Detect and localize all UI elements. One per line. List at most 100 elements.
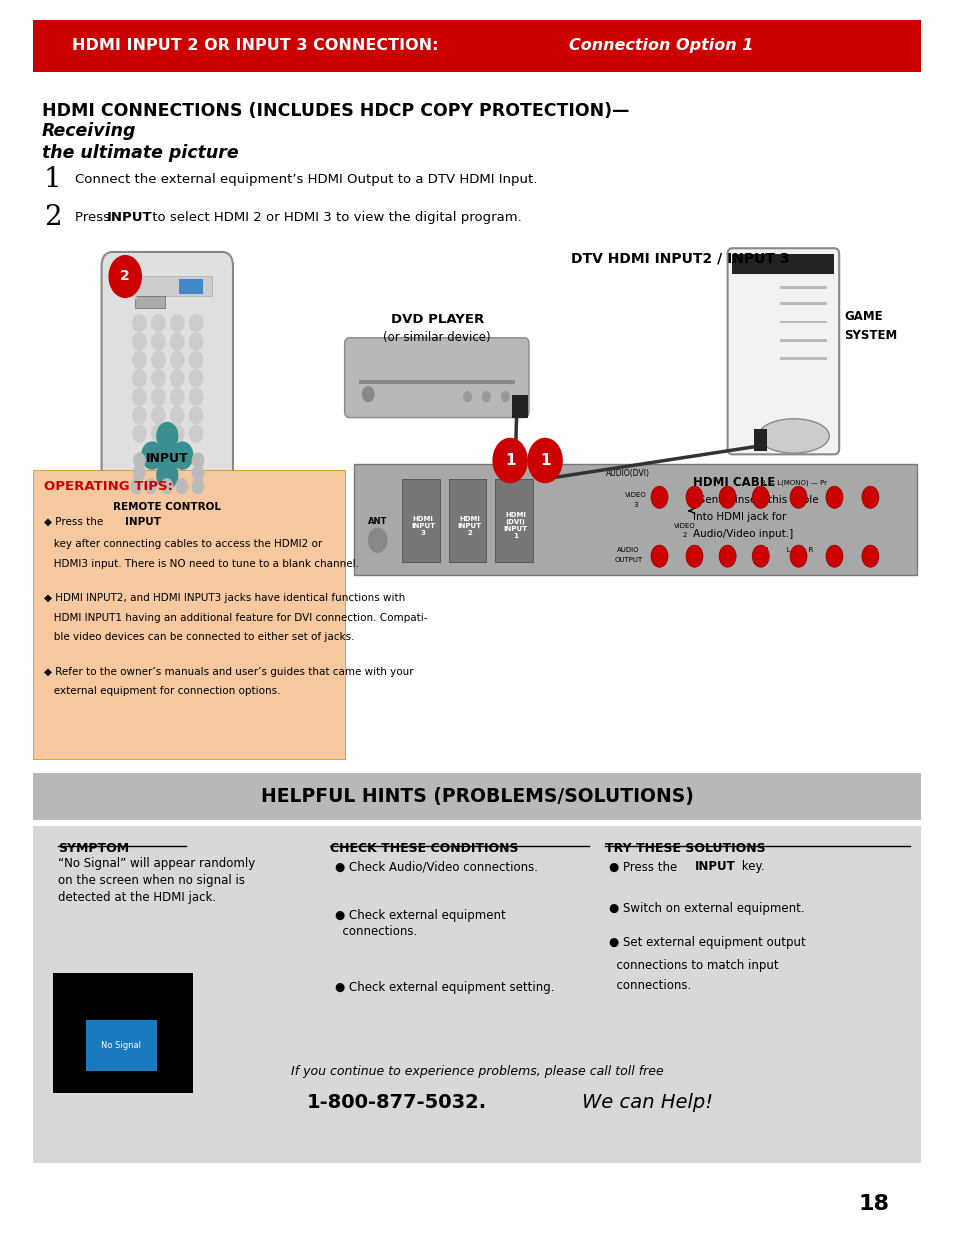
Text: 2: 2 [120,269,130,284]
Text: HELPFUL HINTS (PROBLEMS/SOLUTIONS): HELPFUL HINTS (PROBLEMS/SOLUTIONS) [260,787,693,806]
Circle shape [719,487,736,509]
Text: ble video devices can be connected to either set of jacks.: ble video devices can be connected to ei… [44,632,354,642]
Circle shape [362,387,374,401]
Bar [779,340,826,342]
Ellipse shape [758,419,828,453]
Text: ● Check Audio/Video connections.: ● Check Audio/Video connections. [335,861,537,873]
Text: TRY THESE SOLUTIONS: TRY THESE SOLUTIONS [604,842,764,855]
Text: external equipment for connection options.: external equipment for connection option… [44,687,280,697]
Text: ◆ Press the: ◆ Press the [44,517,107,527]
Text: We can Help!: We can Help! [581,1093,712,1112]
Bar [448,479,486,562]
Circle shape [171,425,184,442]
Text: ◆ HDMI INPUT2, and HDMI INPUT3 jacks have identical functions with: ◆ HDMI INPUT2, and HDMI INPUT3 jacks hav… [44,593,405,603]
FancyBboxPatch shape [101,252,233,515]
Circle shape [190,351,203,368]
Bar [53,973,193,1093]
Text: VIDEO: VIDEO [674,522,695,529]
Text: GAME: GAME [843,310,882,324]
Circle shape [132,369,146,387]
Text: HDMI CONNECTIONS (INCLUDES HDCP COPY PROTECTION)—: HDMI CONNECTIONS (INCLUDES HDCP COPY PRO… [42,101,629,120]
Circle shape [171,388,184,405]
Circle shape [152,333,165,350]
Bar [779,287,826,289]
Text: the ultimate picture: the ultimate picture [42,143,238,162]
Bar [87,1020,157,1072]
Text: ● Switch on external equipment.: ● Switch on external equipment. [609,902,804,915]
Bar [358,379,515,384]
Circle shape [528,438,561,483]
Text: 1: 1 [539,453,550,468]
Text: [Gently insert this cable: [Gently insert this cable [692,495,818,505]
Text: INPUT: INPUT [146,452,189,464]
Text: ◆ Refer to the owner’s manuals and user’s guides that came with your: ◆ Refer to the owner’s manuals and user’… [44,667,413,677]
Circle shape [190,388,203,405]
Text: HDMI
INPUT
3: HDMI INPUT 3 [411,515,435,536]
Circle shape [825,545,842,567]
Text: 18: 18 [858,1194,889,1214]
Bar [732,254,834,274]
Circle shape [190,369,203,387]
Text: INPUT: INPUT [694,861,735,873]
FancyBboxPatch shape [344,338,529,417]
Text: REMOTE CONTROL: REMOTE CONTROL [113,503,221,513]
Bar [122,277,212,296]
Text: to select HDMI 2 or HDMI 3 to view the digital program.: to select HDMI 2 or HDMI 3 to view the d… [148,211,521,224]
Circle shape [190,406,203,424]
Text: key.: key. [738,861,763,873]
Text: ● Check external equipment setting.: ● Check external equipment setting. [335,981,554,994]
Circle shape [650,487,667,509]
Circle shape [156,462,177,489]
Text: 3: 3 [633,501,638,508]
Bar [32,826,921,1163]
Circle shape [789,487,806,509]
Bar [32,773,921,820]
Circle shape [789,545,806,567]
Text: key after connecting cables to access the HDMI2 or: key after connecting cables to access th… [44,538,322,550]
Text: 1: 1 [44,165,62,193]
Text: VIDEO: VIDEO [624,492,646,498]
Circle shape [152,388,165,405]
Circle shape [132,351,146,368]
Bar [495,479,532,562]
Text: “No Signal” will appear randomly
on the screen when no signal is
detected at the: “No Signal” will appear randomly on the … [58,857,255,904]
Bar [32,471,344,758]
Circle shape [193,466,204,480]
Text: (or similar device): (or similar device) [383,331,491,345]
Circle shape [156,422,177,450]
Circle shape [132,333,146,350]
Text: 1: 1 [504,453,515,468]
Text: ● Check external equipment
  connections.: ● Check external equipment connections. [335,909,505,939]
Circle shape [501,391,509,401]
Bar [402,479,439,562]
Bar [179,279,203,294]
Text: R        L        R: R L R [763,547,813,553]
Text: HDMI CABLE: HDMI CABLE [692,475,774,489]
Text: HDMI
INPUT
2: HDMI INPUT 2 [456,515,481,536]
Text: DVD PLAYER: DVD PLAYER [390,312,483,326]
Text: ● Set external equipment output: ● Set external equipment output [609,936,805,950]
Bar [779,303,826,305]
Circle shape [719,545,736,567]
Circle shape [132,406,146,424]
Text: No Signal: No Signal [101,1041,141,1050]
Text: 2: 2 [682,532,686,538]
Circle shape [133,453,145,468]
Text: SYSTEM: SYSTEM [843,329,896,342]
Text: Receiving: Receiving [42,121,136,140]
Circle shape [152,351,165,368]
Text: If you continue to experience problems, please call toll free: If you continue to experience problems, … [291,1065,662,1078]
Text: OPERATING TIPS:: OPERATING TIPS: [44,479,172,493]
Circle shape [171,351,184,368]
Text: HDMI
(DVI)
INPUT
1: HDMI (DVI) INPUT 1 [503,513,527,538]
Text: Press: Press [75,211,114,224]
Circle shape [751,487,768,509]
Text: R — L(MONO) — Pr: R — L(MONO) — Pr [760,479,826,485]
Circle shape [152,315,165,332]
Circle shape [368,527,387,552]
Text: CHECK THESE CONDITIONS: CHECK THESE CONDITIONS [330,842,518,855]
Text: AUDIO(DVI): AUDIO(DVI) [606,469,650,478]
Text: SYMPTOM: SYMPTOM [58,842,129,855]
Text: HDMI INPUT 2 OR INPUT 3 CONNECTION:: HDMI INPUT 2 OR INPUT 3 CONNECTION: [71,38,437,53]
Circle shape [685,545,702,567]
